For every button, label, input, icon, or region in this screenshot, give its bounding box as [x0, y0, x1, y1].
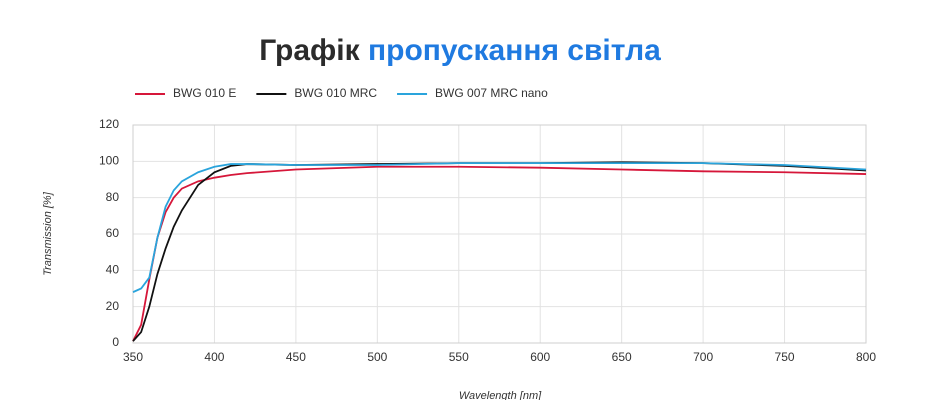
series-line — [132, 165, 867, 342]
y-tick-label: 20 — [106, 299, 120, 313]
x-tick-label: 450 — [286, 350, 306, 364]
series-line — [132, 161, 867, 342]
x-tick-label: 650 — [612, 350, 632, 364]
legend-label: BWG 010 MRC — [294, 86, 377, 100]
title-part: Графік — [259, 34, 360, 67]
x-tick-label: 550 — [449, 350, 469, 364]
y-tick-label: 120 — [99, 117, 119, 131]
y-tick-label: 80 — [106, 190, 120, 204]
x-tick-label: 700 — [693, 350, 713, 364]
x-tick-label: 600 — [530, 350, 550, 364]
x-axis-label: Wavelength [nm] — [459, 390, 542, 400]
title-part: пропускання світла — [368, 34, 661, 67]
y-tick-label: 0 — [112, 335, 119, 349]
y-tick-label: 40 — [106, 263, 120, 277]
y-axis-label: Transmission [%] — [42, 191, 54, 275]
legend-label: BWG 007 MRC nano — [435, 86, 548, 100]
x-tick-label: 800 — [856, 350, 876, 364]
chart-title: Графік пропускання світла — [259, 34, 661, 67]
series-line — [132, 162, 867, 293]
legend-label: BWG 010 E — [173, 86, 236, 100]
x-tick-label: 500 — [367, 350, 387, 364]
x-tick-label: 750 — [775, 350, 795, 364]
y-tick-label: 100 — [99, 154, 119, 168]
x-tick-label: 400 — [204, 350, 224, 364]
plot-frame — [132, 124, 867, 344]
x-tick-label: 350 — [123, 350, 143, 364]
y-tick-label: 60 — [106, 226, 120, 240]
